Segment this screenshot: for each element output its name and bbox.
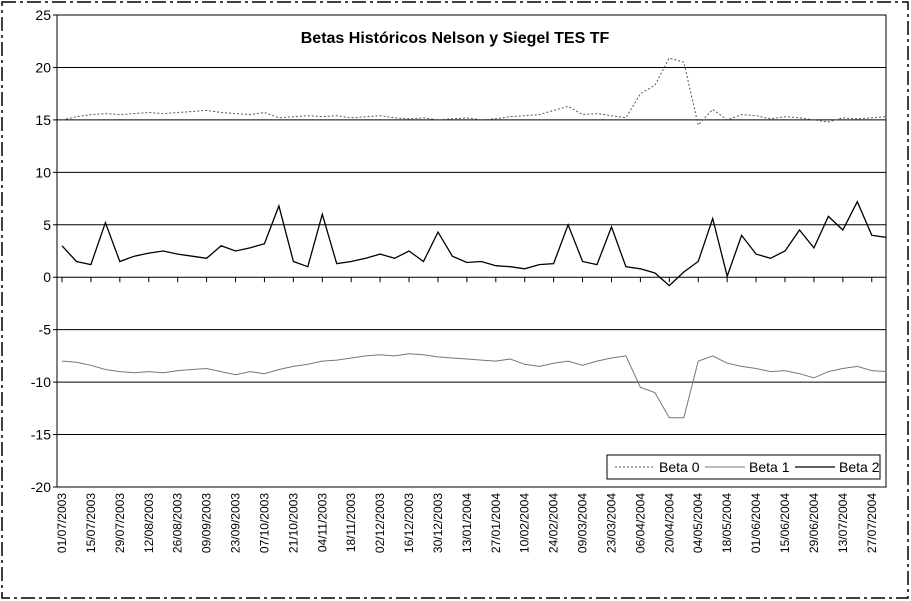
legend-label: Beta 0 (659, 459, 700, 475)
x-tick-label: 01/06/2004 (749, 493, 763, 553)
x-tick-label: 04/11/2003 (315, 493, 329, 552)
chart-title: Betas Históricos Nelson y Siegel TES TF (301, 30, 610, 47)
x-tick-label: 12/08/2003 (142, 493, 156, 553)
x-tick-label: 10/02/2004 (518, 493, 532, 553)
y-tick-label: -15 (31, 427, 51, 443)
x-tick-label: 27/01/2004 (489, 493, 503, 553)
y-tick-label: 10 (35, 164, 51, 180)
series-line (61, 57, 887, 127)
y-tick-label: 5 (43, 217, 51, 233)
x-tick-label: 23/09/2003 (229, 493, 243, 553)
x-tick-label: 20/04/2004 (662, 493, 676, 553)
x-tick-label: 18/05/2004 (720, 493, 734, 553)
x-tick-label: 01/07/2003 (55, 493, 69, 553)
x-tick-label: 26/08/2003 (171, 493, 185, 553)
x-tick-label: 09/09/2003 (200, 493, 214, 553)
x-tick-label: 13/01/2004 (460, 493, 474, 553)
x-tick-label: 02/12/2003 (373, 493, 387, 553)
y-tick-label: -10 (31, 374, 51, 390)
x-tick-label: 04/05/2004 (691, 493, 705, 553)
x-tick-label: 27/07/2004 (865, 493, 879, 553)
x-tick-label: 09/03/2004 (576, 493, 590, 553)
y-tick-label: 0 (43, 269, 51, 285)
x-tick-label: 06/04/2004 (633, 493, 647, 553)
x-tick-label: 15/07/2003 (84, 493, 98, 553)
x-tick-label: 29/06/2004 (807, 493, 821, 553)
legend-label: Beta 1 (749, 459, 790, 475)
plot-area (56, 14, 887, 488)
y-tick-label: 25 (35, 7, 51, 23)
series-line (61, 200, 887, 287)
y-tick-label: -20 (31, 479, 51, 495)
x-tick-label: 18/11/2003 (344, 493, 358, 552)
x-tick-label: 29/07/2003 (113, 493, 127, 553)
x-tick-label: 13/07/2004 (836, 493, 850, 553)
x-tick-label: 15/06/2004 (778, 493, 792, 553)
y-tick-label: -5 (39, 322, 52, 338)
series-line (61, 353, 887, 419)
x-tick-label: 07/10/2003 (257, 493, 271, 553)
y-tick-label: 15 (35, 112, 51, 128)
x-tick-label: 24/02/2004 (547, 493, 561, 553)
y-tick-label: 20 (35, 59, 51, 75)
x-tick-label: 30/12/2003 (431, 493, 445, 553)
legend-label: Beta 2 (839, 459, 880, 475)
x-tick-label: 23/03/2004 (604, 493, 618, 553)
x-tick-label: 21/10/2003 (286, 493, 300, 553)
x-tick-label: 16/12/2003 (402, 493, 416, 553)
